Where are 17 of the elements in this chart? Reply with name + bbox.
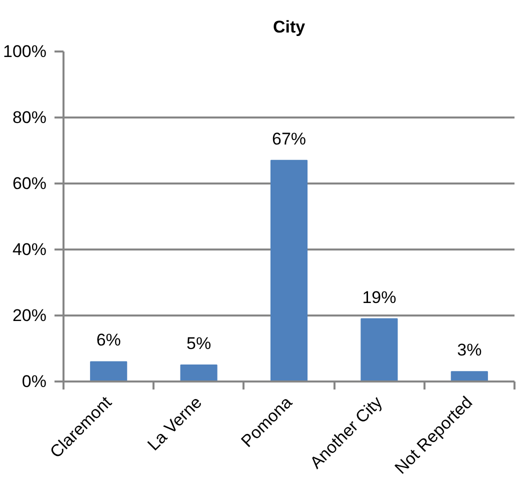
data-label: 3% [457,340,482,360]
bar [450,371,488,382]
data-label: 19% [362,288,396,307]
y-tick-label: 60% [12,174,47,193]
chart-title: City [272,18,306,36]
data-label: 6% [96,330,121,350]
y-tick-label: 0% [22,372,47,391]
bar [180,364,218,382]
bar [270,160,308,382]
y-tick-label: 100% [3,42,47,61]
y-tick-label: 40% [12,240,47,259]
y-tick-label: 80% [12,108,47,127]
bar [360,318,398,382]
data-label: 67% [272,129,306,148]
data-label: 5% [186,334,212,353]
y-tick-label: 20% [12,306,47,325]
bar [90,361,128,382]
